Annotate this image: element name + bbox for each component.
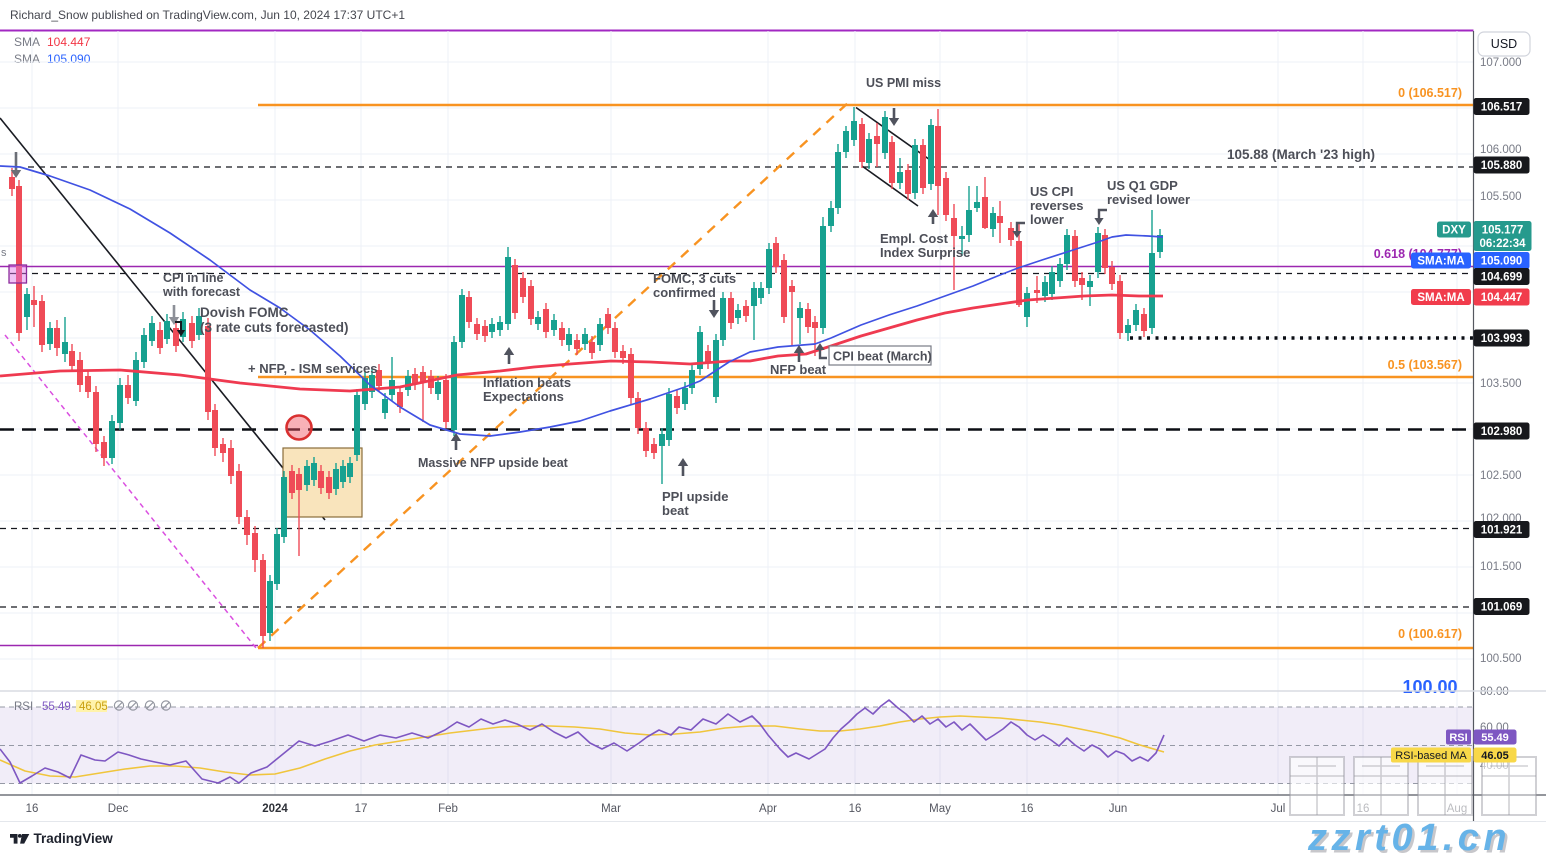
svg-text:US Q1 GDP: US Q1 GDP bbox=[1107, 178, 1178, 193]
svg-text:Expectations: Expectations bbox=[483, 389, 564, 404]
svg-text:55.49: 55.49 bbox=[1481, 732, 1509, 744]
svg-text:103.993: 103.993 bbox=[1481, 333, 1523, 345]
svg-text:US PMI miss: US PMI miss bbox=[866, 76, 941, 90]
svg-text:101.069: 101.069 bbox=[1481, 602, 1523, 614]
svg-text:102.980: 102.980 bbox=[1481, 426, 1523, 438]
svg-text:Empl. Cost: Empl. Cost bbox=[880, 231, 949, 246]
svg-text:107.000: 107.000 bbox=[1480, 57, 1522, 69]
svg-text:RSI: RSI bbox=[1449, 732, 1467, 744]
svg-text:+ NFP, - ISM services: + NFP, - ISM services bbox=[248, 361, 377, 376]
svg-text:PPI upside: PPI upside bbox=[662, 489, 728, 504]
svg-text:zzrt01.cn: zzrt01.cn bbox=[1310, 820, 1514, 857]
svg-text:Dec: Dec bbox=[108, 803, 129, 815]
svg-text:Apr: Apr bbox=[759, 803, 777, 815]
svg-text:Dovish FOMC: Dovish FOMC bbox=[200, 305, 289, 320]
svg-text:lower: lower bbox=[1030, 212, 1064, 227]
svg-text:105.500: 105.500 bbox=[1480, 191, 1522, 203]
svg-text:106.517: 106.517 bbox=[1481, 102, 1523, 114]
svg-text:105.090: 105.090 bbox=[1481, 256, 1523, 268]
svg-text:104.699: 104.699 bbox=[1481, 272, 1523, 284]
svg-text:FOMC, 3 cuts: FOMC, 3 cuts bbox=[653, 271, 736, 286]
svg-text:101.921: 101.921 bbox=[1481, 525, 1523, 537]
svg-text:Mar: Mar bbox=[601, 803, 621, 815]
svg-text:SMA:MA: SMA:MA bbox=[1417, 256, 1464, 268]
svg-text:46.05: 46.05 bbox=[79, 701, 108, 713]
svg-text:Index Surprise: Index Surprise bbox=[880, 245, 970, 260]
svg-text:Feb: Feb bbox=[438, 803, 458, 815]
svg-text:(3 rate cuts forecasted): (3 rate cuts forecasted) bbox=[200, 320, 349, 335]
svg-text:confirmed: confirmed bbox=[653, 285, 716, 300]
svg-text:Richard_Snow published on Trad: Richard_Snow published on TradingView.co… bbox=[10, 8, 405, 22]
svg-text:100.500: 100.500 bbox=[1480, 653, 1522, 665]
svg-text:104.447: 104.447 bbox=[47, 35, 91, 49]
svg-text:SMA: SMA bbox=[14, 35, 40, 49]
svg-text:May: May bbox=[929, 803, 951, 815]
svg-text:06:22:34: 06:22:34 bbox=[1479, 238, 1526, 250]
svg-text:16: 16 bbox=[26, 803, 39, 815]
svg-text:55.49: 55.49 bbox=[42, 701, 71, 713]
svg-text:DXY: DXY bbox=[1442, 225, 1466, 237]
svg-text:SMA:MA: SMA:MA bbox=[1417, 292, 1464, 304]
svg-text:0 (100.617): 0 (100.617) bbox=[1398, 627, 1462, 641]
svg-text:100.00: 100.00 bbox=[1402, 677, 1457, 697]
svg-text:103.500: 103.500 bbox=[1480, 378, 1522, 390]
svg-text:US CPI: US CPI bbox=[1030, 184, 1073, 199]
svg-text:Massive NFP upside beat: Massive NFP upside beat bbox=[418, 456, 569, 470]
svg-text:105.090: 105.090 bbox=[47, 52, 91, 66]
svg-text:16: 16 bbox=[849, 803, 862, 815]
svg-text:Jul: Jul bbox=[1271, 803, 1286, 815]
svg-text:TradingView: TradingView bbox=[34, 831, 114, 846]
svg-text:RSI: RSI bbox=[14, 701, 33, 713]
svg-text:reverses: reverses bbox=[1030, 198, 1084, 213]
svg-text:CPI in line: CPI in line bbox=[163, 271, 223, 285]
svg-text:Inflation beats: Inflation beats bbox=[483, 375, 571, 390]
svg-text:NFP beat: NFP beat bbox=[770, 362, 827, 377]
svg-text:0 (106.517): 0 (106.517) bbox=[1398, 86, 1462, 100]
svg-text:CPI beat (March): CPI beat (March) bbox=[833, 350, 932, 364]
svg-text:with forecast: with forecast bbox=[162, 285, 241, 299]
svg-text:2024: 2024 bbox=[262, 803, 288, 815]
svg-text:17: 17 bbox=[355, 803, 368, 815]
svg-text:USD: USD bbox=[1491, 37, 1517, 51]
svg-text:Jun: Jun bbox=[1109, 803, 1128, 815]
svg-text:16: 16 bbox=[1021, 803, 1034, 815]
svg-text:102.500: 102.500 bbox=[1480, 470, 1522, 482]
svg-text:105.177: 105.177 bbox=[1482, 225, 1524, 237]
svg-text:106.000: 106.000 bbox=[1480, 144, 1522, 156]
svg-text:105.88 (March '23 high): 105.88 (March '23 high) bbox=[1227, 147, 1375, 162]
svg-text:zzrt01.cn: zzrt01.cn bbox=[1307, 817, 1511, 857]
svg-text:revised lower: revised lower bbox=[1107, 192, 1190, 207]
svg-text:SMA: SMA bbox=[14, 52, 40, 66]
svg-text:80.00: 80.00 bbox=[1480, 686, 1509, 698]
svg-text:s: s bbox=[1, 247, 7, 259]
svg-text:46.05: 46.05 bbox=[1481, 750, 1509, 762]
svg-text:RSI-based MA: RSI-based MA bbox=[1395, 750, 1467, 762]
svg-text:beat: beat bbox=[662, 503, 689, 518]
svg-text:104.447: 104.447 bbox=[1481, 292, 1523, 304]
svg-text:101.500: 101.500 bbox=[1480, 561, 1522, 573]
svg-text:105.880: 105.880 bbox=[1481, 160, 1523, 172]
svg-text:0.5 (103.567): 0.5 (103.567) bbox=[1388, 358, 1462, 372]
